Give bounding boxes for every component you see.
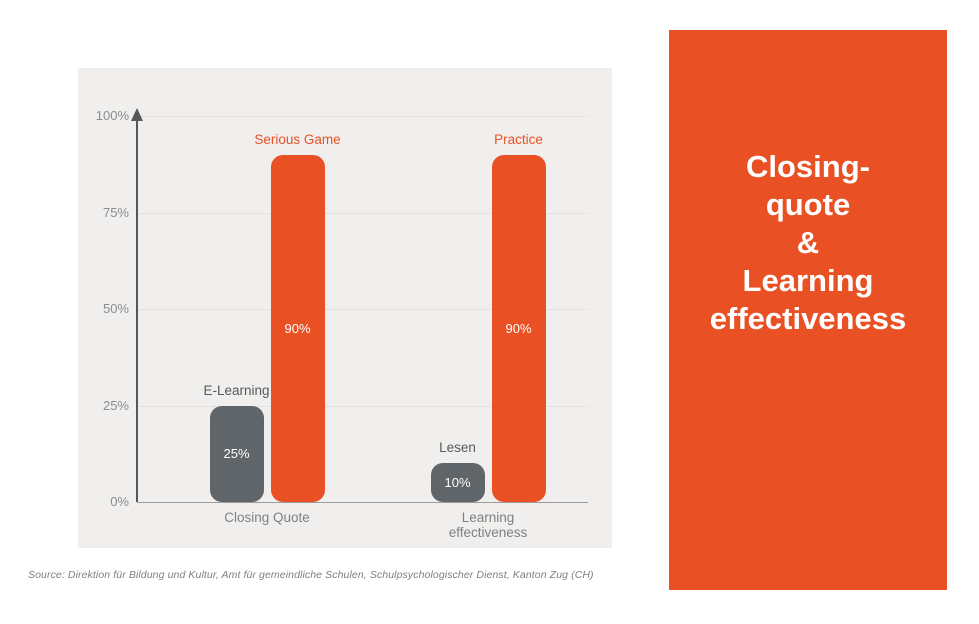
bar-value-lesen: 10% [444, 475, 471, 491]
y-axis-arrow-icon [131, 108, 143, 121]
y-tick-label: 75% [102, 204, 129, 220]
bar-label-practice: Practice [494, 131, 543, 147]
grid-line [137, 405, 588, 407]
bar-chart-panel: 0% 25% 50% 75% 100% 25% E-Learning 90% Serious G… [78, 68, 612, 548]
bar-value-e-learning: 25% [223, 446, 250, 462]
bar-value-serious-game: 90% [284, 320, 311, 336]
x-axis-line [137, 502, 588, 503]
category-label-closing-quote: Closing Quote [224, 510, 310, 525]
category-label-learning-effectiveness: Learning effectiveness [448, 510, 528, 540]
bar-serious-game: 90% [270, 154, 325, 502]
title-panel: Closing- quote & Learning effectiveness [669, 30, 947, 590]
grid-line [137, 309, 588, 310]
grid-line [137, 212, 588, 214]
bar-label-lesen: Lesen [439, 440, 476, 456]
grid-line [137, 116, 588, 117]
bar-label-serious-game: Serious Game [254, 131, 341, 147]
y-tick-label: 50% [102, 301, 129, 316]
source-note: Source: Direktion für Bildung und Kultur… [28, 569, 594, 581]
y-tick-label: 25% [102, 397, 129, 413]
bar-lesen: 10% [430, 463, 485, 502]
y-tick-label: 100% [95, 108, 129, 123]
bar-practice: 90% [491, 154, 546, 502]
y-tick-label: 0% [110, 494, 129, 509]
slide-title: Closing- quote & Learning effectiveness [709, 149, 907, 336]
bar-e-learning: 25% [209, 405, 264, 502]
bar-value-practice: 90% [505, 320, 532, 336]
bar-label-e-learning: E-Learning [203, 382, 270, 398]
y-axis-line [136, 118, 138, 502]
